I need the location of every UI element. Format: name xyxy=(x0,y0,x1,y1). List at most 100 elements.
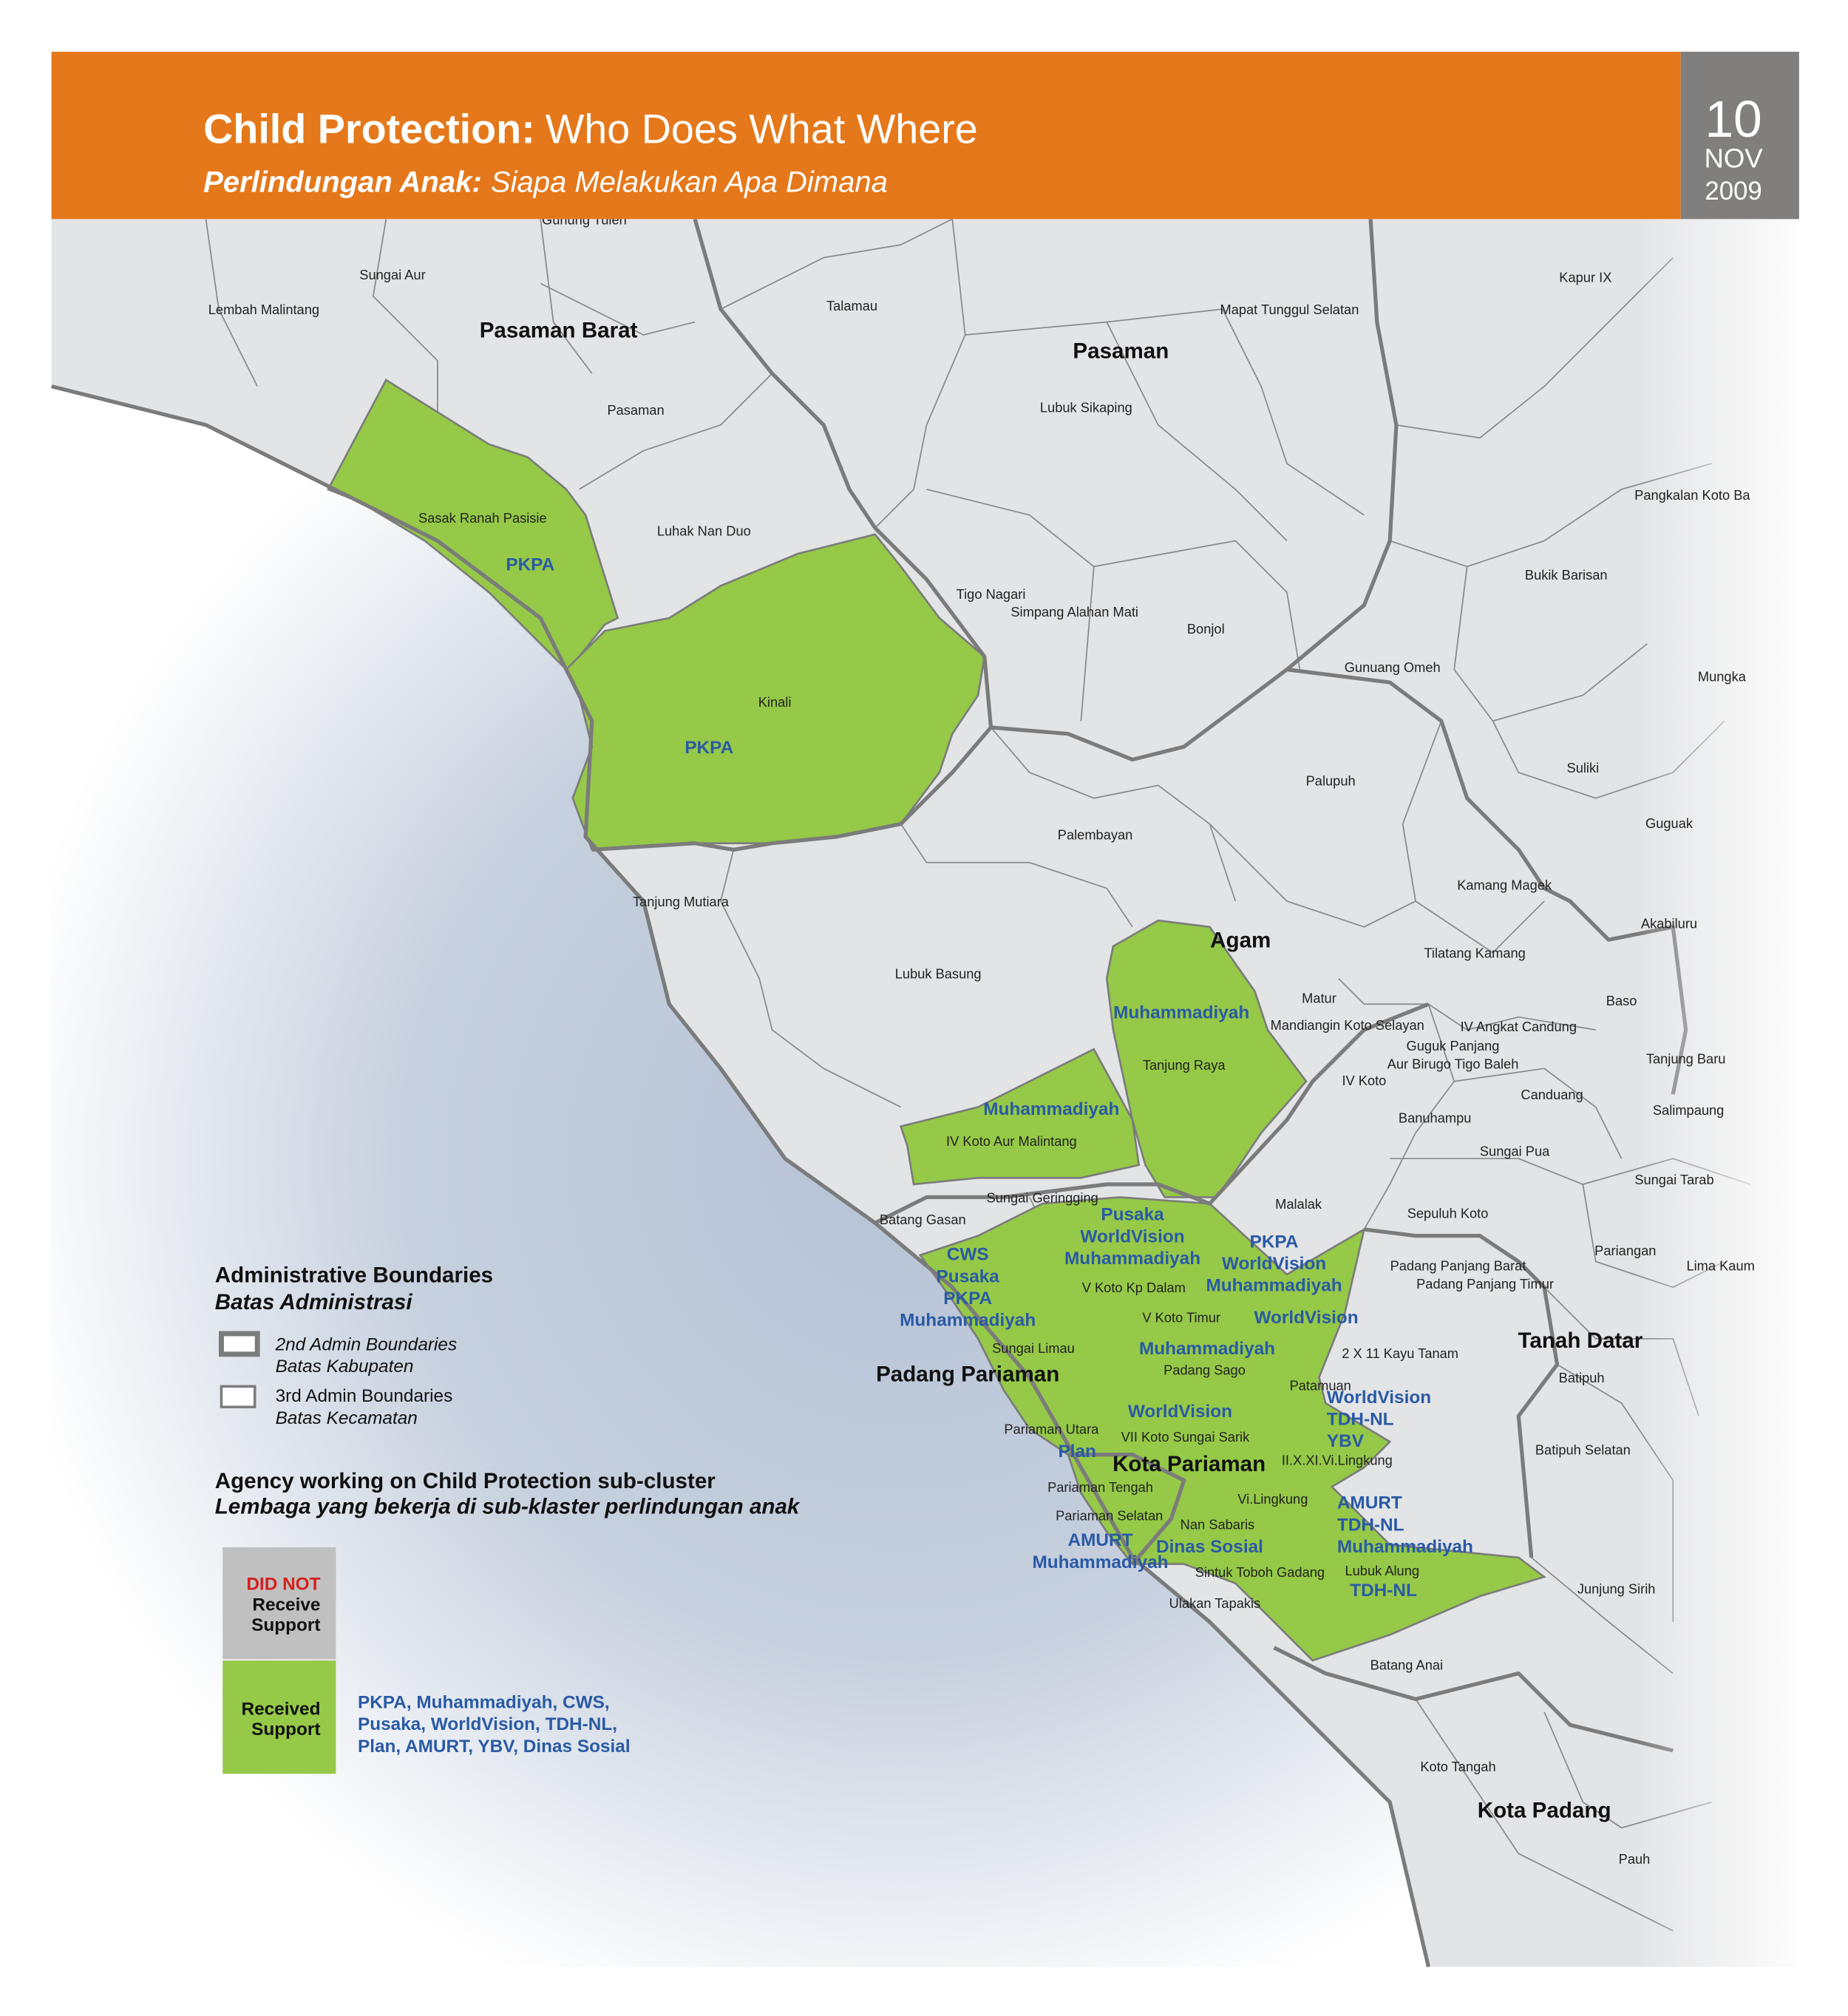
title: Child Protection: Who Does What Where xyxy=(203,106,978,152)
subdistrict-label: Pariangan xyxy=(1594,1243,1656,1258)
subdistrict-label: Sungai Aur xyxy=(359,267,425,282)
district-boundary xyxy=(1273,1646,1674,1753)
agency-label: TDH-NL xyxy=(1327,1410,1394,1430)
subdistrict-label: Lubuk Sikaping xyxy=(1040,399,1132,415)
agency-label: Muhammadiyah xyxy=(1337,1537,1473,1557)
subdistrict-boundary xyxy=(373,219,438,438)
subdistrict-label: IV Koto xyxy=(1342,1073,1386,1088)
legend-supported xyxy=(222,1660,336,1774)
labels: Pasaman Barat Pasaman Agam Padang Pariaman K… xyxy=(208,211,1755,1867)
legend-label: 3rd Admin Boundaries xyxy=(276,1386,453,1406)
subdistrict-boundary xyxy=(874,219,966,529)
agency-label: CWS xyxy=(947,1245,989,1265)
subdistrict-label: Talamau xyxy=(826,298,877,313)
agency-label: PKPA xyxy=(684,738,733,758)
subdistrict-label: Pariaman Tengah xyxy=(1047,1479,1153,1495)
subdistrict-label: Pangkalan Koto Ba xyxy=(1634,487,1750,503)
subdistrict-boundary xyxy=(965,308,1365,516)
title-rest: Who Does What Where xyxy=(546,106,978,152)
agency-label: AMURT xyxy=(1337,1493,1402,1513)
agency-label: PKPA xyxy=(1250,1232,1299,1252)
subdistrict-label: Sasak Ranah Pasisie xyxy=(418,510,547,526)
legend-agencies: Pusaka, WorldVision, TDH-NL, xyxy=(358,1714,617,1734)
agency-label: Muhammadiyah xyxy=(1064,1249,1200,1269)
agency-label: Muhammadiyah xyxy=(900,1311,1036,1331)
supported-area xyxy=(899,1048,1141,1186)
subdistrict-boundary xyxy=(1209,823,1416,928)
legend-title-local: Batas Administrasi xyxy=(215,1290,413,1314)
subdistrict-label: Batipuh xyxy=(1559,1370,1605,1385)
subdistrict-label: Aur Birugo Tigo Baleh xyxy=(1387,1056,1519,1071)
subtitle-rest: Siapa Melakukan Apa Dimana xyxy=(491,166,888,199)
subdistrict-label: Gunuang Omeh xyxy=(1345,659,1441,675)
subdistrict-boundary xyxy=(1454,1068,1623,1159)
subdistrict-label: Tanjung Mutiara xyxy=(633,894,730,909)
subdistrict-label: Simpang Alahan Mati xyxy=(1010,604,1138,620)
date-year: 2009 xyxy=(1705,177,1762,206)
agency-label: Plan xyxy=(1058,1442,1095,1462)
subdistrict-label: Pauh xyxy=(1619,1851,1651,1867)
subdistrict-label: Luhak Nan Duo xyxy=(657,523,751,539)
district-boundary xyxy=(874,1002,1430,1225)
legend-label-local: Batas Kabupaten xyxy=(276,1357,414,1377)
subdistrict-label: Sungai Limau xyxy=(992,1340,1075,1356)
title-bold: Child Protection: xyxy=(203,106,535,152)
subdistrict-boundary xyxy=(540,282,696,336)
subdistrict-label: V Koto Timur xyxy=(1142,1309,1220,1325)
district-label: Agam xyxy=(1210,929,1271,953)
district-label: Pasaman Barat xyxy=(480,318,638,342)
legend-text: Support xyxy=(251,1720,320,1740)
district-boundary xyxy=(693,218,877,529)
subdistrict-label: Bukik Barisan xyxy=(1525,567,1608,583)
subdistrict-label: Padang Panjang Timur xyxy=(1416,1276,1554,1292)
subdistrict-label: Guguk Panjang xyxy=(1407,1038,1500,1053)
district-boundary xyxy=(1364,1227,1560,1558)
subdistrict-boundary xyxy=(205,219,258,387)
legend-text: Support xyxy=(251,1615,320,1635)
subdistrict-label: Pariaman Selatan xyxy=(1056,1507,1163,1523)
subdistrict-label: Lembah Malintang xyxy=(208,302,319,317)
subdistrict-label: Salimpaung xyxy=(1653,1102,1724,1118)
legend-label-local: Batas Kecamatan xyxy=(276,1408,418,1428)
subdistrict-boundary xyxy=(720,218,953,310)
legend-swatch xyxy=(220,1385,257,1408)
subdistrict-boundary xyxy=(1106,322,1288,542)
agency-label: WorldVision xyxy=(1080,1226,1184,1246)
subdistrict-label: VII Koto Sungai Sarik xyxy=(1121,1429,1250,1445)
subdistrict-label: Batang Anai xyxy=(1370,1657,1444,1672)
subdistrict-label: Patamuan xyxy=(1290,1378,1351,1394)
legend-swatch xyxy=(218,1331,260,1357)
subdistrict-label: Akabiluru xyxy=(1641,916,1697,931)
agency-label: PKPA xyxy=(506,555,554,575)
subdistrict-boundary xyxy=(578,373,773,490)
subdistrict-label: Lubuk Alung xyxy=(1345,1563,1419,1578)
legend-agencies: Plan, AMURT, YBV, Dinas Sosial xyxy=(358,1737,631,1757)
agency-label: YBV xyxy=(1327,1431,1365,1451)
subdistrict-label: Palembayan xyxy=(1058,827,1133,842)
subdistrict-label: Banuhampu xyxy=(1399,1110,1472,1125)
agency-label: Muhammadiyah xyxy=(1032,1552,1168,1572)
subdistrict-label: Sungai Tarab xyxy=(1634,1172,1713,1187)
subdistrict-label: Baso xyxy=(1606,993,1637,1008)
agency-label: WorldVision xyxy=(1254,1308,1358,1328)
legend-agencies: PKPA, Muhammadiyah, CWS, xyxy=(358,1693,610,1713)
subdistrict-label: Kamang Magek xyxy=(1457,877,1552,892)
agency-label: Pusaka xyxy=(1101,1205,1164,1225)
date-month: NOV xyxy=(1704,143,1763,174)
subdistrict-boundary xyxy=(540,219,593,374)
sea xyxy=(51,386,1429,1967)
subdistrict-label: Mandiangin Koto Selayan xyxy=(1271,1017,1424,1033)
subdistrict-label: Padang Panjang Barat xyxy=(1390,1258,1526,1274)
district-boundary xyxy=(873,219,1399,762)
agency-label: WorldVision xyxy=(1327,1388,1431,1408)
subdistrict-label: Tanjung Raya xyxy=(1143,1057,1226,1073)
district-boundary xyxy=(1067,1452,1186,1566)
subdistrict-label: V Koto Kp Dalam xyxy=(1082,1280,1186,1295)
subdistrict-label: Palupuh xyxy=(1306,773,1356,788)
subdistrict-label: Sungai Geringging xyxy=(987,1189,1098,1205)
subdistrict-label: Sungai Pua xyxy=(1480,1144,1550,1159)
district-label: Kota Padang xyxy=(1478,1799,1611,1823)
district-label: Kota Pariaman xyxy=(1112,1452,1266,1476)
